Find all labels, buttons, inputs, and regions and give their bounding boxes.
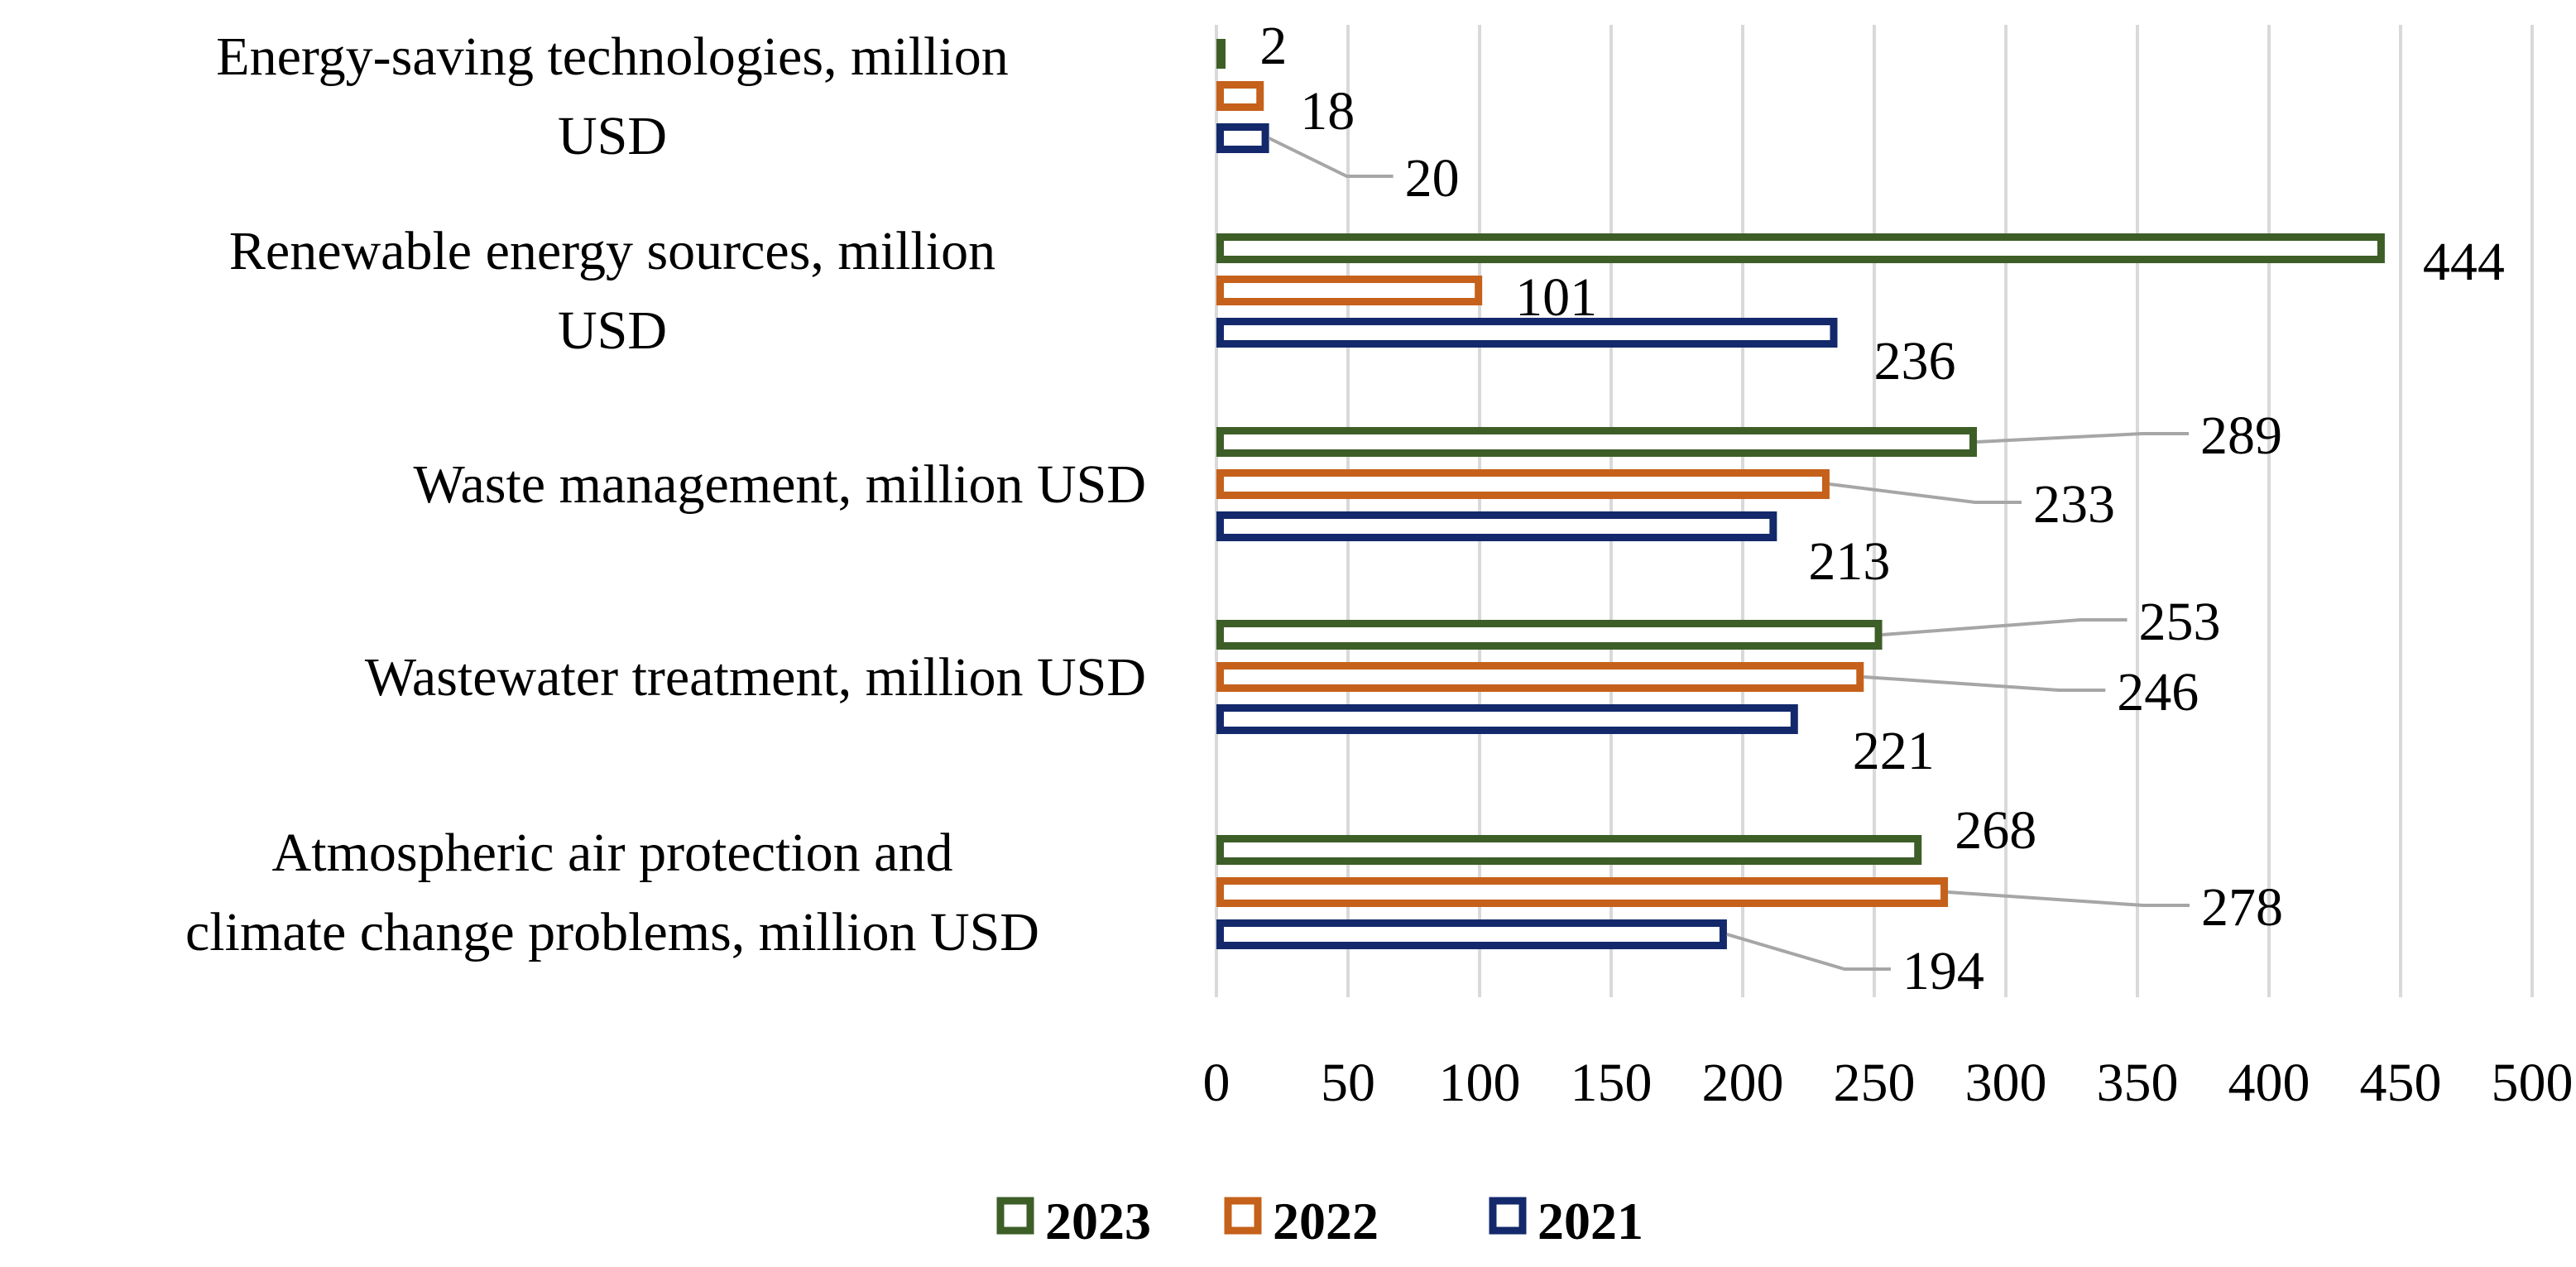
category-label: Wastewater treatment, million USD bbox=[365, 647, 1146, 708]
bar-2022 bbox=[1216, 469, 1830, 499]
x-tick-label: 300 bbox=[1965, 1053, 2047, 1113]
bar-2022 bbox=[1216, 81, 1264, 111]
x-axis-tick-labels: 0 50 100 150 200 250 300 350 400 450 500 bbox=[1203, 1053, 2574, 1113]
bar-2021 bbox=[1216, 919, 1727, 949]
category-label: Atmospheric air protection and climate ch… bbox=[185, 823, 1039, 962]
bar-2023 bbox=[1216, 620, 1883, 650]
bar-2021 bbox=[1216, 704, 1798, 734]
category-labels: Energy-saving technologies, million USD Re… bbox=[185, 26, 1146, 962]
leader-line bbox=[1726, 933, 1891, 971]
data-label: 278 bbox=[2201, 877, 2283, 938]
x-tick-label: 150 bbox=[1571, 1053, 1653, 1113]
legend-item-2023[interactable]: 2023 bbox=[996, 1192, 1151, 1250]
category-label: Renewable energy sources, million USD bbox=[229, 221, 995, 361]
bar-2022 bbox=[1216, 662, 1864, 692]
data-label: 289 bbox=[2200, 406, 2282, 466]
legend[interactable]: 2023 2022 2021 bbox=[996, 1192, 1643, 1250]
data-label: 236 bbox=[1873, 331, 1955, 391]
data-label: 213 bbox=[1808, 531, 1890, 592]
x-tick-label: 200 bbox=[1702, 1053, 1784, 1113]
x-tick-label: 0 bbox=[1203, 1053, 1230, 1113]
leader-line bbox=[1947, 890, 2190, 907]
x-tick-label: 350 bbox=[2097, 1053, 2179, 1113]
x-tick-label: 250 bbox=[1834, 1053, 1916, 1113]
legend-swatch bbox=[996, 1197, 1034, 1235]
leader-line bbox=[1976, 432, 2190, 444]
data-label: 246 bbox=[2117, 662, 2199, 722]
leader-lines bbox=[1268, 137, 2190, 971]
legend-label: 2021 bbox=[1537, 1192, 1643, 1250]
data-label: 194 bbox=[1902, 941, 1984, 1001]
data-label: 20 bbox=[1405, 148, 1460, 209]
bar-2022 bbox=[1216, 276, 1483, 305]
bar-2023 bbox=[1216, 835, 1922, 865]
bar-2021 bbox=[1216, 511, 1777, 541]
legend-label: 2022 bbox=[1273, 1192, 1379, 1250]
x-tick-label: 400 bbox=[2228, 1053, 2310, 1113]
legend-swatch bbox=[1224, 1197, 1262, 1235]
data-label: 253 bbox=[2139, 592, 2221, 652]
x-tick-label: 450 bbox=[2360, 1053, 2442, 1113]
data-label: 221 bbox=[1853, 721, 1935, 781]
gridlines bbox=[1215, 25, 2534, 997]
leader-line bbox=[1829, 482, 2022, 504]
leader-line bbox=[1882, 618, 2127, 636]
category-label: Waste management, million USD bbox=[413, 454, 1146, 515]
data-label: 18 bbox=[1300, 81, 1355, 142]
data-label: 101 bbox=[1515, 267, 1597, 328]
legend-swatch bbox=[1489, 1197, 1527, 1235]
data-labels: 2 444 289 253 268 18 101 233 246 278 20 236 213 221 19… bbox=[1259, 16, 2505, 1001]
legend-label: 2023 bbox=[1045, 1192, 1151, 1250]
bars bbox=[1216, 39, 2385, 949]
leader-line bbox=[1268, 137, 1394, 178]
data-label: 268 bbox=[1955, 800, 2036, 861]
bar-2023 bbox=[1216, 233, 2385, 263]
data-label: 233 bbox=[2033, 474, 2115, 535]
x-tick-label: 100 bbox=[1439, 1053, 1521, 1113]
x-tick-label: 50 bbox=[1321, 1053, 1375, 1113]
legend-item-2021[interactable]: 2021 bbox=[1489, 1192, 1643, 1250]
bar-2021 bbox=[1216, 123, 1269, 153]
data-label: 444 bbox=[2423, 232, 2505, 292]
bar-2023 bbox=[1216, 427, 1978, 457]
bar-2023 bbox=[1216, 39, 1226, 69]
leader-line bbox=[1864, 675, 2106, 692]
legend-item-2022[interactable]: 2022 bbox=[1224, 1192, 1379, 1250]
category-label: Energy-saving technologies, million USD bbox=[216, 26, 1008, 166]
x-tick-label: 500 bbox=[2492, 1053, 2574, 1113]
bar-2022 bbox=[1216, 877, 1949, 907]
data-label: 2 bbox=[1259, 16, 1287, 76]
bar-2021 bbox=[1216, 318, 1838, 348]
